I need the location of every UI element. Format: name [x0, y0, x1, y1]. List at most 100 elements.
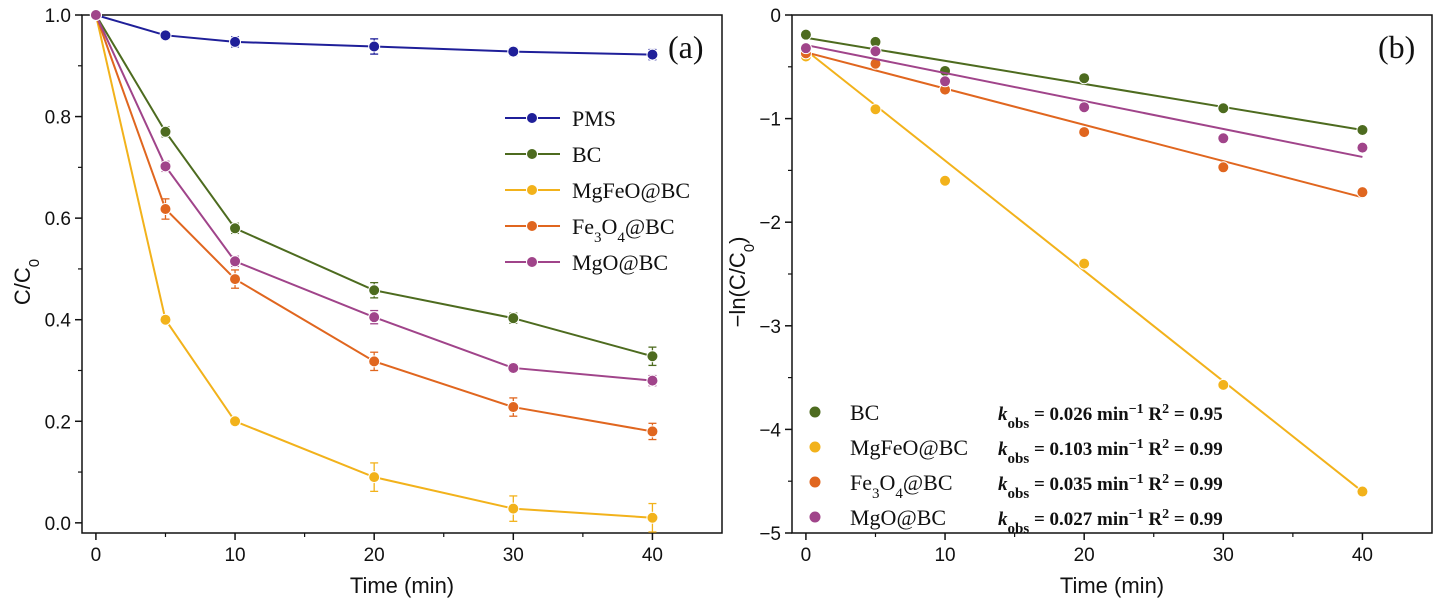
- data-point: [1356, 141, 1369, 154]
- legend-marker: [808, 405, 822, 419]
- y-tick-label: 0.8: [45, 108, 71, 129]
- data-point: [1078, 72, 1091, 85]
- x-tick-label: 40: [642, 545, 663, 566]
- data-point: [1217, 161, 1230, 174]
- legend: BC kobs = 0.026 min−1 R2 = 0.95 MgFeO@BC ko…: [808, 400, 1223, 538]
- series-line: [94, 14, 653, 519]
- data-point: [646, 425, 659, 438]
- series-line: [95, 14, 653, 382]
- panel-label: (a): [668, 29, 704, 65]
- legend-marker: [526, 220, 538, 232]
- x-tick-label: 10: [934, 545, 955, 566]
- data-point: [159, 202, 172, 215]
- data-point: [229, 222, 242, 235]
- legend-stat: kobs = 0.035 min−1 R2 = 0.99: [998, 472, 1223, 503]
- data-point: [507, 312, 520, 325]
- y-tick-label: −5: [759, 524, 781, 545]
- data-point: [368, 40, 381, 53]
- legend-stat: kobs = 0.103 min−1 R2 = 0.99: [998, 437, 1223, 468]
- legend-label: Fe3O4@BC: [572, 214, 675, 246]
- y-tick-label: 0.2: [45, 412, 71, 433]
- y-tick-label: −4: [759, 420, 781, 441]
- panel-b: 0 10 20 30 40 0 −1 −2 −3 −4 −5 Time (min) −ln(C/C0) (…: [725, 6, 1433, 598]
- data-point: [368, 471, 381, 484]
- y-tick-label: 0.4: [45, 311, 72, 332]
- data-point: [368, 311, 381, 324]
- fit-line: [805, 44, 1363, 158]
- data-point: [799, 28, 812, 41]
- data-point: [229, 35, 242, 48]
- data-point: [159, 313, 172, 326]
- data-point: [1217, 102, 1230, 115]
- legend-stat: kobs = 0.026 min−1 R2 = 0.95: [998, 402, 1223, 433]
- legend-marker: [808, 440, 822, 454]
- data-point: [939, 75, 952, 88]
- legend-marker: [808, 510, 822, 524]
- x-tick-label: 10: [224, 545, 245, 566]
- data-point: [368, 355, 381, 368]
- legend-stat: kobs = 0.027 min−1 R2 = 0.99: [998, 507, 1223, 538]
- data-point: [1356, 123, 1369, 136]
- data-point: [646, 511, 659, 524]
- data-point: [159, 125, 172, 138]
- legend-label: MgFeO@BC: [850, 435, 968, 460]
- x-tick-label: 30: [503, 545, 524, 566]
- data-point: [1217, 378, 1230, 391]
- data-point: [799, 42, 812, 55]
- data-point: [159, 160, 172, 173]
- series-0: [89, 9, 659, 61]
- x-tick-label: 20: [364, 545, 385, 566]
- data-point: [159, 29, 172, 42]
- panel-label: (b): [1378, 29, 1415, 65]
- legend-label: BC: [572, 142, 601, 167]
- data-point: [939, 174, 952, 187]
- fit-line: [805, 49, 1364, 493]
- series-1: [799, 49, 1369, 498]
- data-point: [869, 45, 882, 58]
- x-axis-title: Time (min): [1060, 573, 1164, 598]
- legend-label: Fe3O4@BC: [850, 470, 953, 502]
- data-point: [1078, 126, 1091, 139]
- legend-label: BC: [850, 400, 879, 425]
- data-point: [1078, 257, 1091, 270]
- series-line: [94, 14, 653, 433]
- plot-frame: [81, 14, 723, 534]
- data-point: [229, 273, 242, 286]
- y-tick-label: 1.0: [45, 6, 71, 27]
- series-0: [799, 28, 1369, 136]
- series-3: [89, 9, 659, 441]
- data-point: [507, 502, 520, 515]
- data-point: [646, 374, 659, 387]
- x-tick-label: 40: [1352, 545, 1373, 566]
- y-tick-label: −1: [759, 110, 781, 131]
- legend-label: MgO@BC: [572, 250, 668, 275]
- data-point: [1078, 101, 1091, 114]
- x-tick-label: 0: [91, 545, 102, 566]
- legend-marker: [808, 475, 822, 489]
- data-point: [507, 361, 520, 374]
- x-tick-label: 20: [1074, 545, 1095, 566]
- series-1: [89, 9, 659, 367]
- data-point: [1356, 186, 1369, 199]
- legend-marker: [526, 148, 538, 160]
- fit-line: [805, 51, 1363, 199]
- series-line: [95, 14, 653, 56]
- data-point: [229, 255, 242, 268]
- legend-label: MgFeO@BC: [572, 178, 690, 203]
- series-4: [89, 9, 659, 387]
- panel-a: 0 10 20 30 40 0.0 0.2 0.4 0.6 0.8 1.0 Time (min) C/C…: [10, 6, 723, 598]
- data-point: [1217, 132, 1230, 145]
- data-point: [646, 350, 659, 363]
- legend: PMS BC MgFeO@BC Fe3O4@BC MgO@BC: [505, 106, 690, 275]
- series-3: [799, 42, 1369, 158]
- x-axis-title: Time (min): [350, 573, 454, 598]
- legend-label: PMS: [572, 106, 616, 131]
- y-tick-label: 0: [770, 6, 781, 27]
- x-tick-label: 0: [801, 545, 812, 566]
- data-point: [368, 284, 381, 297]
- legend-label: MgO@BC: [850, 505, 946, 530]
- data-point: [507, 45, 520, 58]
- series-line: [95, 14, 653, 358]
- legend-marker: [526, 256, 538, 268]
